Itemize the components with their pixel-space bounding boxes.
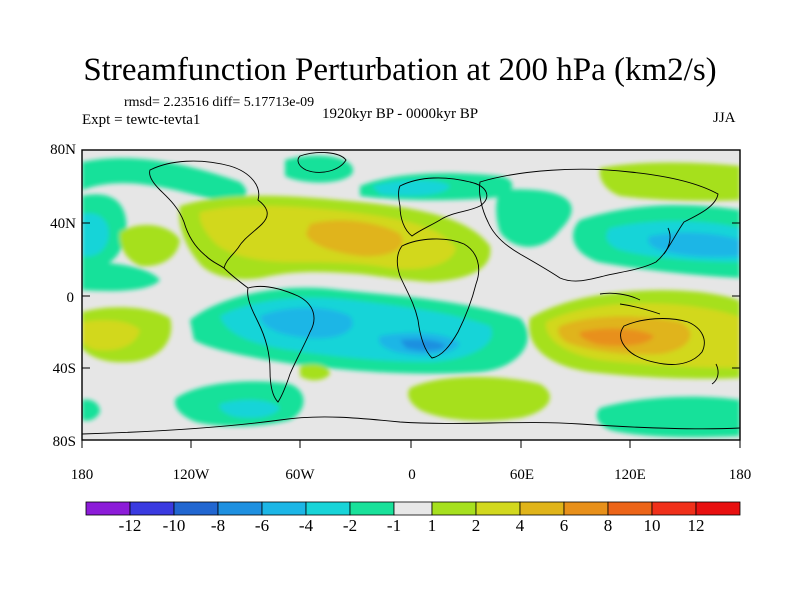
colorbar-label-1: 1	[427, 516, 437, 535]
colorbar-box-9	[475, 501, 521, 516]
lon-tick-180w: 180	[70, 467, 94, 483]
colorbar-label-10: 10	[643, 516, 661, 535]
coastline-australia	[620, 318, 705, 365]
rmsd-diff-stats: rmsd= 2.23516 diff= 5.17713e-09	[124, 95, 315, 110]
coastline-japan	[663, 227, 671, 255]
coastline-greenland	[297, 152, 347, 173]
coastline-africa	[396, 238, 480, 359]
contour-pos-west	[119, 225, 180, 267]
season-label: JJA	[713, 110, 736, 126]
colorbar-label-4: 4	[515, 516, 525, 535]
contour-neg-asia	[496, 189, 572, 247]
contour-neg-north-west-pacific-core	[648, 232, 740, 257]
colorbar-box-11	[563, 501, 609, 516]
contour-pos-west-south-mid	[82, 320, 140, 351]
lat-tick-80n: 80N	[50, 142, 76, 158]
contour-field	[82, 150, 740, 440]
lon-tick-60e: 60E	[509, 467, 535, 483]
period-label: 1920kyr BP - 0000kyr BP	[322, 106, 479, 122]
colorbar-label-m6: -6	[254, 516, 270, 535]
contour-neg-europe-core	[372, 180, 450, 196]
colorbar	[85, 501, 741, 516]
coastline-indonesia	[599, 292, 661, 315]
lat-tick-40n: 40N	[50, 216, 76, 232]
coastline-asia	[479, 168, 719, 282]
colorbar-label-2: 2	[471, 516, 481, 535]
contour-neg-north-pacific-core	[82, 213, 109, 257]
colorbar-label-8: 8	[603, 516, 613, 535]
colorbar-label-m12: -12	[118, 516, 142, 535]
colorbar-box-8	[431, 501, 477, 516]
lon-tick-120e: 120E	[614, 467, 646, 483]
colorbar-label-m10: -10	[162, 516, 186, 535]
coastlines	[82, 152, 740, 435]
colorbar-label-m2: -2	[342, 516, 358, 535]
lat-tick-0: 0	[66, 290, 75, 306]
colorbar-box-10	[519, 501, 565, 516]
colorbar-box-3	[217, 501, 263, 516]
colorbar-label-m8: -8	[210, 516, 226, 535]
lat-ticks	[82, 149, 740, 441]
colorbar-box-2	[173, 501, 219, 516]
contour-pos-south-ocean	[408, 376, 550, 421]
colorbar-box-1	[129, 501, 175, 516]
contour-pos-atlantic-north-core	[306, 220, 403, 257]
lon-ticks	[81, 440, 741, 448]
contour-pos-south-pacific-small	[300, 364, 330, 381]
contour-neg-southwest-corner	[82, 262, 160, 291]
lon-tick-120w: 120W	[172, 467, 210, 483]
colorbar-box-13	[651, 501, 697, 516]
contour-neg-arctic-canada	[285, 155, 354, 183]
lon-tick-180e: 180	[728, 467, 752, 483]
coastline-central-america	[223, 267, 249, 289]
colorbar-label-m4: -4	[298, 516, 314, 535]
colorbar-label-12: 12	[687, 516, 705, 535]
colorbar-box-0	[85, 501, 131, 516]
colorbar-label-m1: -1	[386, 516, 402, 535]
contour-pos-indo-pacific-innermost	[579, 328, 654, 346]
colorbar-box-12	[607, 501, 653, 516]
colorbar-box-5	[305, 501, 351, 516]
colorbar-box-14	[695, 501, 741, 516]
colorbar-box-7	[393, 501, 433, 516]
lon-tick-60w: 60W	[285, 467, 315, 483]
experiment-label: Expt = tewtc-tevta1	[82, 112, 201, 128]
coastline-europe	[398, 177, 488, 237]
lat-tick-80s: 80S	[52, 434, 76, 450]
coastline-north-america	[149, 160, 268, 269]
plot-title: Streamfunction Perturbation at 200 hPa (…	[83, 52, 717, 88]
contour-neg-south-band-innermost	[400, 339, 446, 351]
coastline-antarctica	[82, 416, 740, 435]
contour-neg-north-band	[82, 158, 247, 201]
contour-neg-south-atlantic-core	[219, 399, 280, 418]
colorbar-box-4	[261, 501, 307, 516]
lat-tick-40s: 40S	[52, 361, 76, 377]
lon-tick-0: 0	[408, 467, 416, 483]
colorbar-box-6	[349, 501, 395, 516]
colorbar-label-6: 6	[559, 516, 569, 535]
contour-pos-east-asia	[599, 162, 740, 201]
coastline-new-zealand	[711, 363, 719, 385]
contour-neg-south-pacific	[82, 399, 100, 421]
contour-neg-south-band-core	[260, 307, 353, 339]
coastline-south-america	[247, 285, 315, 403]
